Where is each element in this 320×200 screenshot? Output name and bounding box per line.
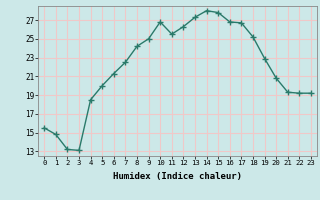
X-axis label: Humidex (Indice chaleur): Humidex (Indice chaleur) [113,172,242,181]
